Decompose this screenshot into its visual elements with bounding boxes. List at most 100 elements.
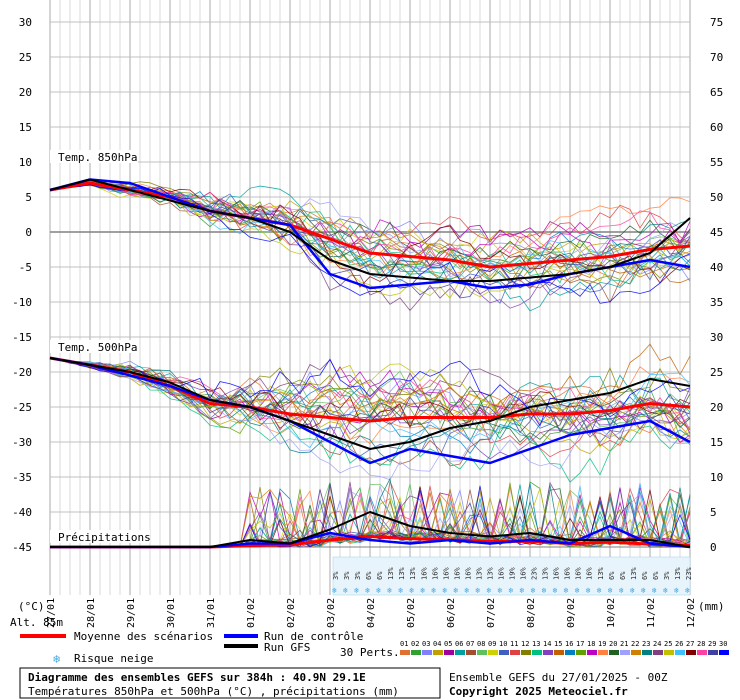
snowflake-icon: ❄	[509, 586, 514, 595]
x-tick: 11/02	[646, 598, 657, 628]
snowflake-icon: ❄	[608, 586, 613, 595]
pert-number: 25	[664, 640, 672, 648]
snow-percent: 3%	[354, 571, 362, 580]
snowflake-icon: ❄	[674, 586, 679, 595]
x-tick: 03/02	[326, 598, 337, 628]
snow-percent: 6%	[652, 571, 660, 580]
snowflake-icon: ❄	[497, 586, 502, 595]
x-tick: 30/01	[166, 598, 177, 628]
pert-swatch	[466, 650, 476, 655]
snow-percent: 13%	[630, 567, 638, 580]
y-tick-right: 50	[710, 191, 723, 204]
perturbation-line	[49, 183, 691, 304]
pert-swatch	[444, 650, 454, 655]
y-tick-right: 20	[710, 401, 723, 414]
temp500-label: Temp. 500hPa	[58, 341, 137, 354]
pert-swatch	[400, 650, 410, 655]
pert-swatch	[598, 650, 608, 655]
snowflake-icon: ❄	[420, 586, 425, 595]
x-tick: 09/02	[566, 598, 577, 628]
pert-swatch	[532, 650, 542, 655]
snowflake-icon: ❄	[365, 586, 370, 595]
pert-swatch	[488, 650, 498, 655]
snow-percent: 16%	[431, 567, 439, 580]
y-tick-left: -25	[12, 401, 32, 414]
pert-number: 28	[697, 640, 705, 648]
x-tick: 02/02	[286, 598, 297, 628]
x-tick: 05/02	[406, 598, 417, 628]
y-tick-right: 60	[710, 121, 723, 134]
pert-swatch	[686, 650, 696, 655]
snowflake-icon: ❄	[387, 586, 392, 595]
snow-percent: 13%	[486, 567, 494, 580]
pert-swatch	[543, 650, 553, 655]
y-tick-left: -5	[19, 261, 32, 274]
pert-number: 02	[411, 640, 419, 648]
x-tick: 29/01	[126, 598, 137, 628]
perturbation-line	[49, 357, 691, 483]
snow-percent: 13%	[398, 567, 406, 580]
snow-percent: 23%	[685, 567, 693, 580]
pert-number: 01	[400, 640, 408, 648]
y-tick-left: -30	[12, 436, 32, 449]
x-tick: 28/01	[86, 598, 97, 628]
perturbation-line	[49, 357, 691, 436]
precip-label: Précipitations	[58, 531, 151, 544]
snow-percent: 13%	[409, 567, 417, 580]
pert-number: 15	[554, 640, 562, 648]
pert-number: 20	[609, 640, 617, 648]
y-tick-right: 55	[710, 156, 723, 169]
snowflake-icon: ❄	[409, 586, 414, 595]
x-tick: 31/01	[206, 598, 217, 628]
snow-percent: 13%	[387, 567, 395, 580]
snowflake-icon: ❄	[343, 586, 348, 595]
snowflake-icon: ❄	[575, 586, 580, 595]
pert-number: 09	[488, 640, 496, 648]
y-tick-right: 75	[710, 16, 723, 29]
pert-swatch	[565, 650, 575, 655]
snow-percent: 3%	[332, 571, 340, 580]
perturbation-line	[49, 184, 691, 304]
pert-swatch	[554, 650, 564, 655]
pert-number: 14	[543, 640, 551, 648]
pert-swatch	[697, 650, 707, 655]
right-unit-label: (mm)	[698, 600, 725, 613]
x-tick: 10/02	[606, 598, 617, 628]
pert-number: 11	[510, 640, 518, 648]
x-tick: 01/02	[246, 598, 257, 628]
snow-percent: 16%	[586, 567, 594, 580]
snowflake-icon: ❄	[597, 586, 602, 595]
pert-number: 06	[455, 640, 463, 648]
x-tick: 06/02	[446, 598, 457, 628]
pert-swatch	[455, 650, 465, 655]
y-tick-left: 30	[19, 16, 32, 29]
snowflake-icon: ❄	[630, 586, 635, 595]
y-tick-right: 5	[710, 506, 717, 519]
snowflake-icon: ❄	[553, 586, 558, 595]
y-tick-right: 0	[710, 541, 717, 554]
legend-mean-label: Moyenne des scénarios	[74, 630, 213, 643]
x-tick: 12/02	[686, 598, 697, 628]
snow-percent: 6%	[365, 571, 373, 580]
x-axis-ticks: 27/01 28/01 29/01 30/01 31/01 01/02 02/02 03/02…	[46, 598, 697, 628]
pert-number: 21	[620, 640, 628, 648]
pert-number: 19	[598, 640, 606, 648]
pert-number: 07	[466, 640, 474, 648]
x-tick: 04/02	[366, 598, 377, 628]
snow-percent: 6%	[619, 571, 627, 580]
pert-number: 27	[686, 640, 694, 648]
legend-perts-label: 30 Perts.	[340, 646, 400, 659]
pert-swatch	[411, 650, 421, 655]
footer-title: Diagramme des ensembles GEFS sur 384h : …	[28, 671, 366, 684]
y-tick-left: -35	[12, 471, 32, 484]
snowflake-icon: ❄	[431, 586, 436, 595]
perturbation-line	[49, 357, 691, 427]
pert-number: 24	[653, 640, 661, 648]
legend-gfs-label: Run GFS	[264, 641, 310, 654]
snow-percent: 16%	[464, 567, 472, 580]
y-tick-right: 10	[710, 471, 723, 484]
snow-percent: 13%	[597, 567, 605, 580]
pert-number: 13	[532, 640, 540, 648]
y-tick-right: 70	[710, 51, 723, 64]
snow-percent: 16%	[553, 567, 561, 580]
